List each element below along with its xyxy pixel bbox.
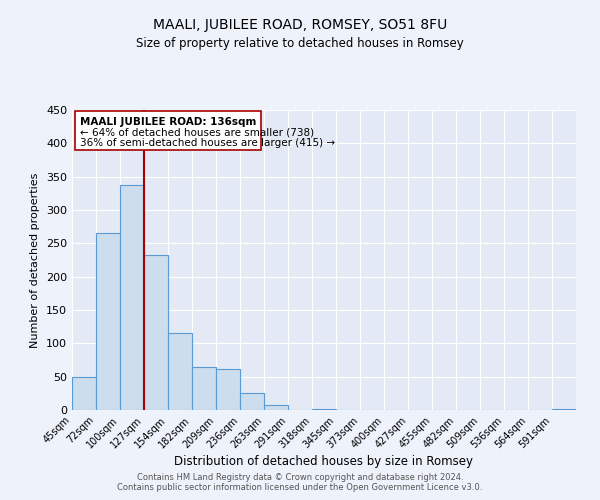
Text: Contains HM Land Registry data © Crown copyright and database right 2024.: Contains HM Land Registry data © Crown c… <box>137 474 463 482</box>
Bar <box>264 406 288 410</box>
Text: MAALI, JUBILEE ROAD, ROMSEY, SO51 8FU: MAALI, JUBILEE ROAD, ROMSEY, SO51 8FU <box>153 18 447 32</box>
Text: Contains public sector information licensed under the Open Government Licence v3: Contains public sector information licen… <box>118 484 482 492</box>
Bar <box>144 256 168 410</box>
FancyBboxPatch shape <box>74 112 262 150</box>
Bar <box>552 408 576 410</box>
Bar <box>192 366 216 410</box>
Bar <box>312 408 336 410</box>
Y-axis label: Number of detached properties: Number of detached properties <box>31 172 40 348</box>
Bar <box>168 332 192 410</box>
Text: ← 64% of detached houses are smaller (738): ← 64% of detached houses are smaller (73… <box>80 128 314 138</box>
Bar <box>240 394 264 410</box>
X-axis label: Distribution of detached houses by size in Romsey: Distribution of detached houses by size … <box>175 456 473 468</box>
Bar <box>120 184 144 410</box>
Text: 36% of semi-detached houses are larger (415) →: 36% of semi-detached houses are larger (… <box>80 138 335 148</box>
Text: MAALI JUBILEE ROAD: 136sqm: MAALI JUBILEE ROAD: 136sqm <box>80 116 256 126</box>
Bar <box>216 368 240 410</box>
Text: Size of property relative to detached houses in Romsey: Size of property relative to detached ho… <box>136 38 464 51</box>
Bar <box>72 376 96 410</box>
Bar <box>96 234 120 410</box>
